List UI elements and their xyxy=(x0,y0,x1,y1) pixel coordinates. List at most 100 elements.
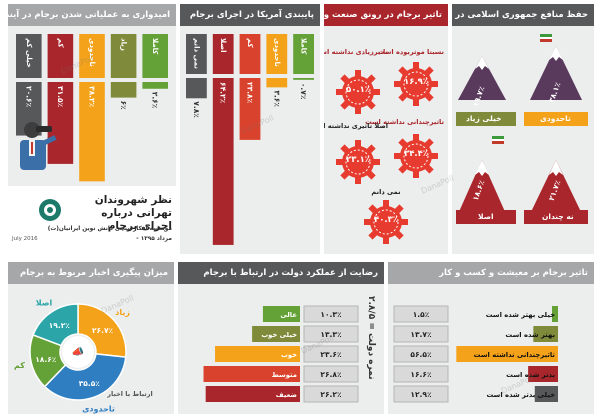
bar xyxy=(456,346,558,362)
value-box xyxy=(303,345,359,363)
bar xyxy=(212,78,234,245)
hope-panel: امیدواری به عملیاتی شدن برجام در آینده خ… xyxy=(8,4,176,186)
category-label: ضعیف xyxy=(276,391,298,399)
bar xyxy=(142,82,168,89)
data-label: ۳۸.۲٪ xyxy=(88,86,97,108)
category-label: خیلی خوب xyxy=(261,331,297,339)
slice-label: ۱۹.۲٪ xyxy=(49,321,71,330)
gear-label-0: نسبتا موثربوده است xyxy=(377,48,444,56)
interests-label-2: نه چندان xyxy=(542,212,574,221)
category-label: بهتر شده است xyxy=(505,331,555,339)
category-label: نمی دانم xyxy=(192,38,200,69)
industry-panel: تاثیر برجام در رونق صنعت و اقتصاد نسبتا … xyxy=(324,4,448,254)
data-label: ۱۰.۳٪ xyxy=(320,310,342,319)
interests-label-bar-3 xyxy=(456,210,516,224)
bar xyxy=(239,78,261,140)
category-band xyxy=(79,34,105,78)
category-band xyxy=(212,34,234,74)
value-box xyxy=(393,385,449,403)
slice-category: کم xyxy=(14,361,25,370)
livelihood-title: تاثیر برجام بر معیشت و کسب و کار xyxy=(388,262,594,284)
category-band xyxy=(266,34,288,74)
data-label: ۳۱.۵٪ xyxy=(56,86,65,108)
hope-title: امیدواری به عملیاتی شدن برجام در آینده xyxy=(8,4,176,26)
interests-label-1: خیلی زیاد xyxy=(466,114,502,123)
bar xyxy=(203,366,300,382)
category-label: زیاد xyxy=(120,38,128,51)
us-commit-title: پایبندی آمریکا در اجرای برجام xyxy=(180,4,320,26)
interests-label-bar-0 xyxy=(524,112,588,126)
us-commit-panel: پایبندی آمریکا در اجرای برجام نمی دانم ۷.… xyxy=(180,4,320,254)
value-box xyxy=(303,325,359,343)
value-box xyxy=(393,325,449,343)
category-label: بدتر شده است xyxy=(506,371,555,379)
livelihood-panel: تاثیر برجام بر معیشت و کسب و کار ۱.۵٪ خیل… xyxy=(388,262,594,414)
satisfaction-panel: رضایت از عملکرد دولت در ارتباط با برجام … xyxy=(178,262,384,414)
data-label: ۱.۵٪ xyxy=(413,310,430,319)
mountain-icon xyxy=(530,160,582,214)
interests-label-bar-1 xyxy=(456,112,516,126)
bar xyxy=(262,306,300,322)
category-label: تاحدودی xyxy=(273,38,281,67)
pie-slice xyxy=(43,353,127,401)
category-label: خیلی بهتر شده است xyxy=(486,311,555,319)
gear-0: ۱۶.۹٪ xyxy=(393,61,439,110)
category-label: کاملا xyxy=(300,38,308,55)
bar xyxy=(266,78,288,88)
iran-flag-icon xyxy=(492,136,504,144)
gear-label-2: تاثیرچندانی نداشته است xyxy=(365,118,444,126)
gear-4: ۴۰.۳٪ xyxy=(363,199,409,248)
mountain-icon xyxy=(458,56,506,100)
value-box xyxy=(303,365,359,383)
data-label: ۰.۷٪ xyxy=(299,83,308,100)
interests-label-3: اصلا xyxy=(478,212,494,221)
interests-label-bar-2 xyxy=(524,210,588,224)
study-title: نظر شهروندان تهرانی درباره اجرای برجام xyxy=(94,194,172,232)
study-date-en: July 2016 xyxy=(12,236,38,242)
gear-value-1: ۵۰.۱٪ xyxy=(346,85,370,95)
category-label: خیلی بدتر شده است xyxy=(486,391,555,399)
category-label: کاملا xyxy=(151,38,159,55)
data-label: ۱۳.۷٪ xyxy=(410,330,432,339)
satisfaction-bar-chart: ۱۰.۳٪ عالی ۱۳.۳٪ خیلی خوب ۲۳.۶٪ خوب ۲۶.۸٪ متوسط… xyxy=(203,305,359,403)
data-label: ۲۶.۸٪ xyxy=(320,370,342,379)
study-org: موسسه افکارسنجی دانش نوین ایرانیان(ت) xyxy=(47,226,172,232)
data-label: ۶٪ xyxy=(119,101,128,111)
gear-3: ۲۳.۱٪ xyxy=(335,139,381,188)
category-label: کم xyxy=(56,38,64,48)
interests-title: حفظ منافع جمهوری اسلامی در برجام xyxy=(452,4,594,26)
slice-label: ۲۶.۷٪ xyxy=(92,326,114,335)
bar xyxy=(79,82,105,182)
category-label: متوسط xyxy=(272,371,297,379)
mountain-icon xyxy=(530,46,582,100)
bar xyxy=(215,346,300,362)
interests-panel: حفظ منافع جمهوری اسلامی در برجام ۱۹.۷٪ ۳… xyxy=(452,4,594,254)
bar xyxy=(534,386,558,402)
gear-label-4: نمی دانم xyxy=(371,188,401,196)
category-label: اصلا xyxy=(219,38,227,52)
pie-slice xyxy=(32,303,79,347)
bar xyxy=(110,82,137,98)
category-band xyxy=(293,34,314,74)
gear-value-0: ۱۶.۹٪ xyxy=(404,77,428,87)
category-label: خوب xyxy=(281,351,297,359)
slice-label: ۳۵.۵٪ xyxy=(79,379,101,388)
slice-category: تاحدودی xyxy=(82,404,115,413)
gear-value-3: ۲۳.۱٪ xyxy=(346,155,370,165)
slice-category: اصلا xyxy=(36,299,53,308)
gear-1: ۵۰.۱٪ xyxy=(335,69,381,118)
value-box xyxy=(303,385,359,403)
logo-icon xyxy=(39,199,61,221)
data-label: ۲۶.۲٪ xyxy=(320,390,342,399)
category-band xyxy=(110,34,137,78)
category-label: عالی xyxy=(280,311,297,319)
pie-center-label: ارتباط با اخبار xyxy=(106,390,152,398)
satisfaction-title: رضایت از عملکرد دولت در ارتباط با برجام xyxy=(178,262,384,284)
data-label: ۲۳.۸٪ xyxy=(246,82,255,104)
gear-label-3: اصلا تاثیری نداشته است xyxy=(324,122,388,130)
bar xyxy=(293,78,314,80)
us-commit-bar-chart: نمی دانم ۷.۸٪ اصلا ۶۴.۲٪ کم ۲۳.۸٪ تاحدودی ۳.۶٪ ک… xyxy=(186,34,314,245)
data-label: ۱۳.۳٪ xyxy=(320,330,342,339)
data-label: ۱۲.۹٪ xyxy=(410,390,432,399)
category-band xyxy=(186,34,207,74)
